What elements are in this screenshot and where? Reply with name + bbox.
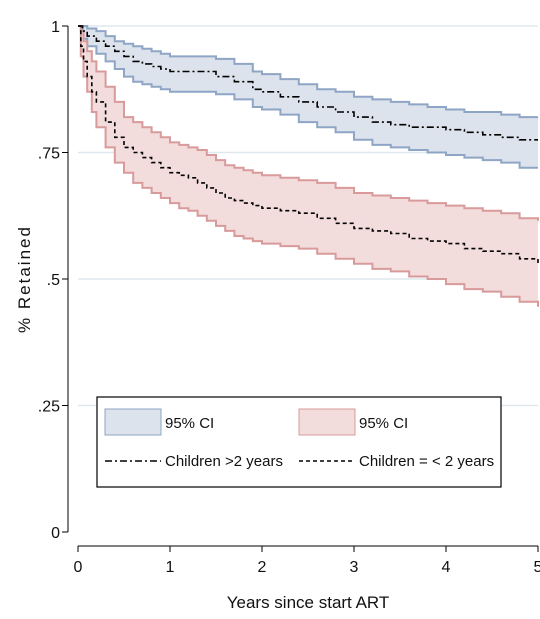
x-tick-label: 5: [534, 559, 540, 576]
y-tick-label: .75: [38, 146, 60, 163]
y-tick-label: .25: [38, 399, 60, 416]
y-tick-label: 1: [51, 19, 60, 36]
ci-bands: [78, 25, 539, 307]
y-tick-label: 0: [51, 525, 60, 542]
ci-lower-bound: [78, 25, 539, 307]
ci-upper-bound: [78, 25, 539, 221]
x-axis-title: Years since start ART: [227, 593, 390, 612]
legend-label: 95% CI: [165, 415, 214, 432]
x-tick-label: 4: [442, 559, 451, 576]
legend-swatch: [104, 408, 162, 436]
legend-label: Children = < 2 years: [359, 453, 494, 470]
legend-swatch: [298, 408, 356, 436]
x-tick-label: 3: [350, 559, 359, 576]
survival-line: [78, 25, 538, 141]
ci-lower-bound: [78, 25, 538, 169]
ci-band: [78, 26, 538, 168]
y-tick-label: .5: [47, 272, 60, 289]
ci-upper-bound: [78, 25, 538, 119]
x-tick-label: 1: [166, 559, 175, 576]
y-axis-title: % Retained: [15, 225, 34, 333]
ticks: 0 .25 .5 .75 1 0 1 2 3 4 5: [38, 19, 540, 576]
x-tick-label: 2: [258, 559, 267, 576]
x-tick-label: 0: [74, 559, 83, 576]
legend-label: Children >2 years: [165, 453, 283, 470]
legend-label: 95% CI: [359, 415, 408, 432]
legend: 95% CI 95% CI Children >2 years Children = …: [96, 396, 502, 488]
survival-line: [78, 25, 539, 264]
survival-lines: [78, 25, 539, 264]
ci-band: [78, 26, 538, 307]
